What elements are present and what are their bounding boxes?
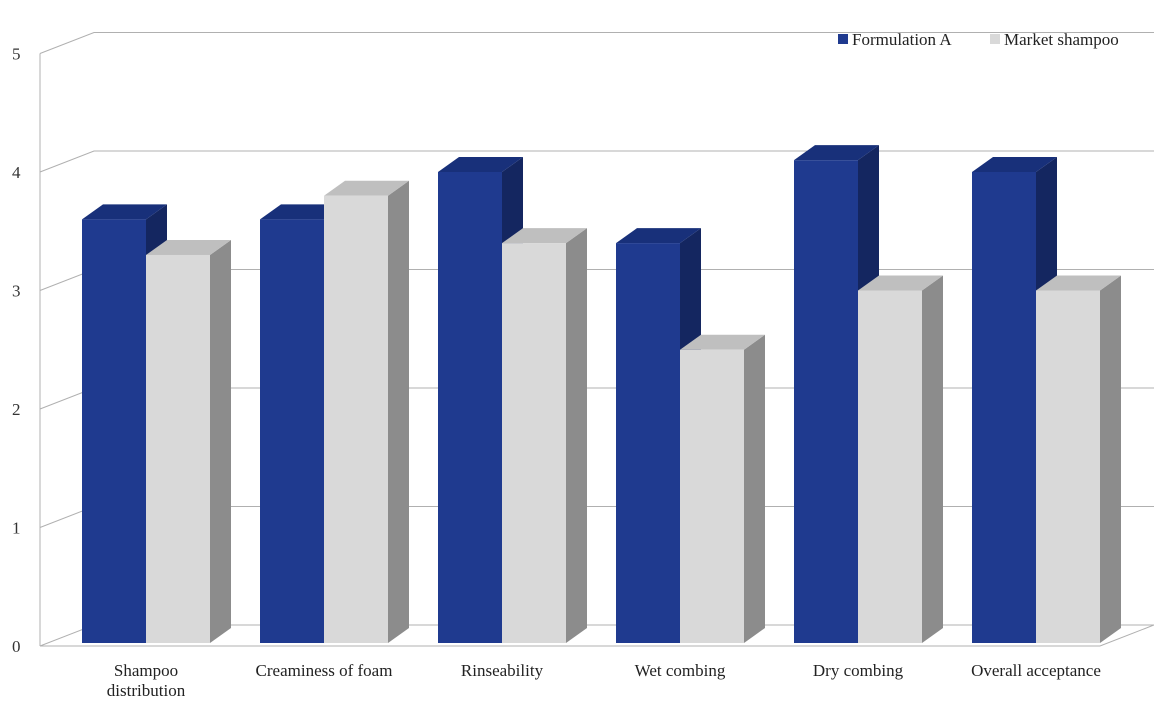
bar-top bbox=[616, 228, 701, 244]
bar-market-shampoo bbox=[502, 228, 587, 643]
floor-edge bbox=[40, 624, 1154, 647]
bar-front bbox=[858, 290, 922, 643]
bar-top bbox=[324, 180, 409, 196]
bar-market-shampoo bbox=[324, 180, 409, 643]
legend: Formulation A Market shampoo bbox=[838, 30, 1119, 49]
bar-front bbox=[680, 349, 744, 643]
bar-front bbox=[260, 219, 324, 643]
bar-front bbox=[438, 172, 502, 643]
category-labels: Shampoo distribution Creaminess of foam Rin… bbox=[107, 661, 1101, 700]
y-tick-label: 5 bbox=[12, 45, 21, 64]
bar-top bbox=[1036, 275, 1121, 291]
gridline bbox=[39, 32, 1154, 54]
category-label: Dry combing bbox=[813, 661, 904, 680]
bar-top bbox=[438, 157, 523, 172]
legend-label-formulation-a: Formulation A bbox=[852, 30, 952, 49]
bar-market-shampoo bbox=[1036, 275, 1121, 643]
bar-side bbox=[1100, 275, 1121, 643]
bar-front bbox=[616, 243, 680, 643]
bar-top bbox=[82, 204, 167, 220]
bar-side bbox=[210, 239, 231, 643]
category-label: Overall acceptance bbox=[971, 661, 1101, 680]
category-label: Rinseability bbox=[461, 661, 544, 680]
bar-front bbox=[82, 219, 146, 643]
bar-front bbox=[972, 172, 1036, 643]
y-tick-label: 2 bbox=[12, 400, 21, 419]
bar-top bbox=[858, 275, 943, 291]
legend-label-market-shampoo: Market shampoo bbox=[1004, 30, 1119, 49]
bar-market-shampoo bbox=[858, 275, 943, 643]
bar-top bbox=[260, 204, 345, 220]
y-tick-label: 3 bbox=[12, 282, 21, 301]
category-label: Creaminess of foam bbox=[256, 661, 393, 680]
bar-front bbox=[502, 243, 566, 643]
category-label: Shampoo distribution bbox=[107, 661, 186, 700]
y-tick-label: 1 bbox=[12, 519, 21, 538]
bar-top bbox=[502, 228, 587, 244]
legend-swatch-formulation-a bbox=[838, 34, 848, 44]
bar-top bbox=[680, 334, 765, 350]
bar-side bbox=[744, 334, 765, 643]
y-tick-label: 0 bbox=[12, 637, 21, 656]
bar-front bbox=[146, 254, 210, 643]
bar-front bbox=[794, 160, 858, 643]
bar-side bbox=[922, 275, 943, 643]
bar-front bbox=[1036, 290, 1100, 643]
bar-market-shampoo bbox=[146, 239, 231, 643]
legend-swatch-market-shampoo bbox=[990, 34, 1000, 44]
bar-top bbox=[794, 145, 879, 161]
bar-side bbox=[566, 228, 587, 643]
bar-layer bbox=[82, 145, 1121, 643]
bar-front bbox=[324, 195, 388, 643]
bar-top bbox=[146, 239, 231, 255]
bar-market-shampoo bbox=[680, 334, 765, 643]
y-tick-label: 4 bbox=[12, 163, 21, 182]
y-axis: 0 1 2 3 4 5 bbox=[12, 45, 21, 657]
category-label: Wet combing bbox=[635, 661, 726, 680]
bar-top bbox=[972, 157, 1057, 172]
gridline bbox=[39, 150, 1154, 173]
bar-side bbox=[388, 180, 409, 643]
